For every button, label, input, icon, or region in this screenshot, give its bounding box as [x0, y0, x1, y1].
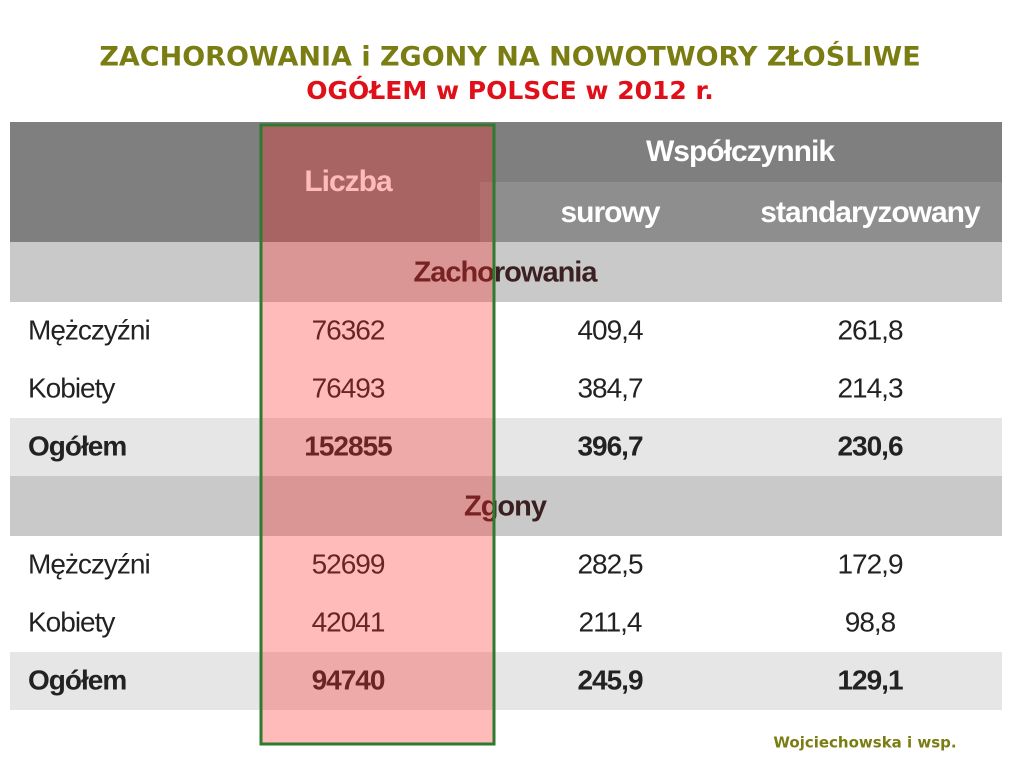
cell: 129,1: [837, 664, 902, 695]
cell: 98,8: [845, 606, 896, 637]
cell: Ogółem: [28, 664, 126, 695]
cell: Kobiety: [28, 606, 115, 637]
cell: 409,4: [577, 314, 642, 345]
section-title: Zgony: [464, 491, 547, 523]
cell: 230,6: [837, 430, 902, 461]
subheader-bg: [480, 182, 1002, 242]
total-row-bg: [10, 418, 1002, 476]
total-row-bg: [10, 652, 1002, 710]
header-count: Liczba: [304, 165, 393, 198]
cell: Kobiety: [28, 372, 115, 403]
cell: 396,7: [577, 430, 642, 461]
cell: 211,4: [579, 606, 642, 637]
cell: 245,9: [577, 664, 642, 695]
section-bg: [10, 476, 1002, 536]
cell: 152855: [304, 430, 392, 461]
section-title: Zachorowania: [414, 257, 599, 289]
header-crude: surowy: [560, 196, 660, 229]
cell: Ogółem: [28, 430, 126, 461]
cell: 384,7: [577, 372, 642, 403]
cell: 172,9: [837, 548, 902, 579]
cell: 76493: [312, 372, 385, 403]
cell: 94740: [312, 664, 385, 695]
source: Wojciechowska i wsp.: [773, 734, 956, 752]
title-line2: OGÓŁEM w POLSCE w 2012 r.: [306, 75, 714, 105]
cell: 261,8: [837, 314, 902, 345]
cell: 76362: [312, 314, 385, 345]
title-line1: ZACHOROWANIA i ZGONY NA NOWOTWORY ZŁOŚLI…: [99, 41, 920, 73]
header-group: Współczynnik: [646, 135, 835, 168]
cell: 282,5: [577, 548, 642, 579]
table-body: Zachorowania Mężczyźni 76362 409,4 261,8 Kobi…: [10, 242, 1002, 710]
section-bg: [10, 242, 1002, 302]
header-standardized: standaryzowany: [760, 196, 981, 229]
highlight: [259, 123, 496, 746]
cell: 52699: [312, 548, 385, 579]
cell: Mężczyźni: [28, 314, 150, 345]
cell: 214,3: [837, 372, 902, 403]
cell: Mężczyźni: [28, 548, 150, 579]
cell: 42041: [312, 606, 385, 637]
